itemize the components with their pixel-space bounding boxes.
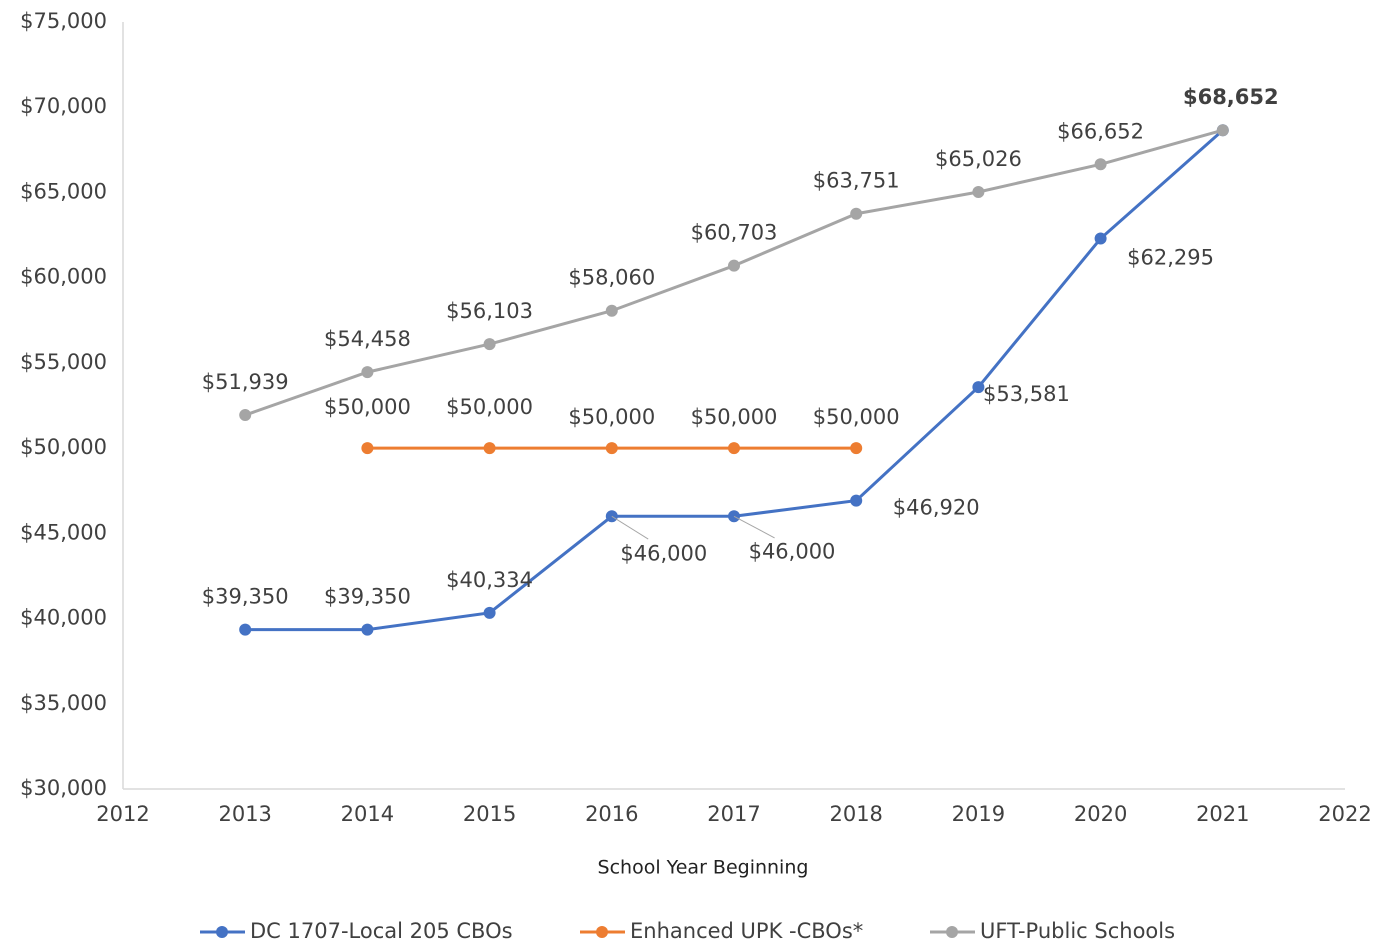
data-point bbox=[239, 409, 252, 422]
x-tick-label: 2022 bbox=[1318, 802, 1371, 826]
x-tick-label: 2015 bbox=[463, 802, 516, 826]
x-tick-label: 2017 bbox=[707, 802, 760, 826]
data-point bbox=[850, 442, 863, 455]
x-tick-label: 2012 bbox=[96, 802, 149, 826]
data-point bbox=[1216, 124, 1229, 137]
x-tick-label: 2013 bbox=[218, 802, 271, 826]
x-tick-label: 2019 bbox=[952, 802, 1005, 826]
y-tick-label: $35,000 bbox=[20, 691, 107, 715]
data-point bbox=[361, 623, 374, 636]
y-tick-label: $75,000 bbox=[20, 9, 107, 33]
data-point bbox=[361, 366, 374, 379]
data-label: $46,000 bbox=[749, 539, 836, 563]
y-tick-label: $30,000 bbox=[20, 776, 107, 800]
data-label: $50,000 bbox=[324, 395, 411, 419]
data-label: $68,652 bbox=[1183, 85, 1279, 109]
data-label: $60,703 bbox=[691, 221, 778, 245]
data-point bbox=[361, 442, 374, 455]
y-tick-label: $45,000 bbox=[20, 520, 107, 544]
data-point bbox=[483, 606, 496, 619]
data-point bbox=[972, 186, 985, 199]
x-tick-label: 2014 bbox=[341, 802, 394, 826]
data-label: $39,350 bbox=[324, 585, 411, 609]
data-label: $63,751 bbox=[813, 169, 900, 193]
data-label: $66,652 bbox=[1057, 119, 1144, 143]
data-point bbox=[1094, 232, 1107, 245]
leader-line bbox=[611, 515, 649, 540]
y-tick-label: $40,000 bbox=[20, 606, 107, 630]
data-label: $51,939 bbox=[202, 370, 289, 394]
data-point bbox=[728, 259, 740, 272]
data-point bbox=[972, 381, 985, 394]
legend-marker bbox=[596, 926, 608, 938]
data-label: $46,000 bbox=[620, 541, 707, 565]
data-label: $50,000 bbox=[813, 405, 900, 429]
y-tick-label: $60,000 bbox=[20, 265, 107, 289]
legend-marker bbox=[946, 926, 958, 938]
data-point bbox=[1094, 158, 1107, 171]
data-label: $46,920 bbox=[893, 496, 980, 520]
data-point bbox=[850, 494, 863, 507]
x-tick-label: 2020 bbox=[1074, 802, 1127, 826]
data-point bbox=[605, 304, 618, 317]
data-point bbox=[483, 338, 496, 351]
legend-marker bbox=[216, 926, 228, 938]
leader-line bbox=[733, 515, 775, 539]
x-tick-label: 2016 bbox=[585, 802, 638, 826]
data-label: $40,334 bbox=[446, 568, 533, 592]
legend-label: UFT-Public Schools bbox=[980, 919, 1175, 943]
x-tick-label: 2018 bbox=[829, 802, 882, 826]
x-axis-label: School Year Beginning bbox=[598, 857, 809, 879]
data-label: $58,060 bbox=[568, 266, 655, 290]
y-tick-label: $55,000 bbox=[20, 350, 107, 374]
y-tick-label: $65,000 bbox=[20, 179, 107, 203]
data-label: $62,295 bbox=[1127, 246, 1214, 270]
legend-label: Enhanced UPK -CBOs* bbox=[630, 919, 863, 943]
data-point bbox=[728, 442, 740, 455]
data-point bbox=[483, 442, 496, 455]
data-label: $53,581 bbox=[983, 382, 1070, 406]
data-label: $65,026 bbox=[935, 147, 1022, 171]
x-tick-label: 2021 bbox=[1196, 802, 1249, 826]
y-tick-label: $50,000 bbox=[20, 435, 107, 459]
data-label: $39,350 bbox=[202, 585, 289, 609]
data-label: $50,000 bbox=[446, 395, 533, 419]
data-point bbox=[239, 623, 252, 636]
data-label: $50,000 bbox=[568, 405, 655, 429]
data-point bbox=[605, 442, 618, 455]
data-label: $50,000 bbox=[691, 405, 778, 429]
series-line bbox=[244, 128, 1224, 417]
series-line bbox=[245, 129, 1224, 632]
data-label: $56,103 bbox=[446, 299, 533, 323]
y-tick-label: $70,000 bbox=[20, 94, 107, 118]
data-label: $54,458 bbox=[324, 327, 411, 351]
legend-label: DC 1707-Local 205 CBOs bbox=[250, 919, 513, 943]
data-point bbox=[850, 207, 863, 220]
